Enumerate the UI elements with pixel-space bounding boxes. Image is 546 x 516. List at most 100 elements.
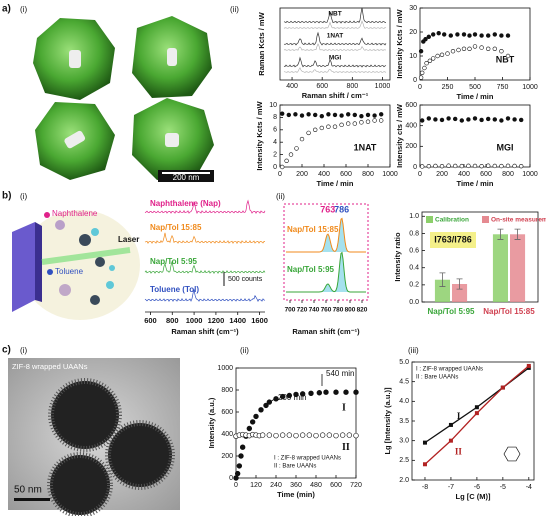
data-point xyxy=(446,116,451,121)
x-tick-label: 740 xyxy=(309,307,320,314)
x-tick-label: 1600 xyxy=(251,316,268,325)
y-tick-label: 10 xyxy=(269,102,277,109)
subpanel-label: (ii) xyxy=(240,346,249,355)
data-point xyxy=(505,116,511,121)
y-tick-label: 0 xyxy=(413,77,417,84)
x-tick-label: 250 xyxy=(442,84,454,91)
y-tick-label: 600 xyxy=(221,409,233,416)
data-point xyxy=(286,432,293,438)
data-point xyxy=(500,385,505,390)
data-point xyxy=(299,432,306,438)
data-point xyxy=(446,163,451,168)
bar xyxy=(492,234,508,302)
data-point xyxy=(439,163,445,169)
x-tick-label: 0 xyxy=(234,482,238,489)
data-point xyxy=(448,33,453,38)
data-point xyxy=(466,117,471,122)
data-point xyxy=(448,438,453,443)
x-tick-label: Nap/Tol 5:95 xyxy=(428,307,476,316)
data-point xyxy=(266,432,273,438)
data-point xyxy=(450,48,456,54)
data-point xyxy=(420,118,425,123)
legend-text: Calibration xyxy=(435,217,469,224)
molecule xyxy=(503,446,521,462)
data-point xyxy=(359,113,364,119)
peak-label: 786 xyxy=(334,204,349,214)
data-point xyxy=(431,32,436,37)
data-point xyxy=(333,432,339,439)
data-point xyxy=(486,33,491,38)
spectrum xyxy=(283,20,387,30)
data-point xyxy=(280,164,285,170)
spectrum xyxy=(286,251,366,293)
x-tick-label: 500 xyxy=(469,84,481,91)
data-point xyxy=(472,44,478,49)
data-point xyxy=(436,31,441,36)
data-point xyxy=(293,432,299,439)
data-point xyxy=(435,53,440,59)
data-point xyxy=(306,130,311,136)
data-point xyxy=(433,117,438,122)
subpanel-label: (iii) xyxy=(408,346,419,355)
data-point xyxy=(459,118,464,123)
scheme-label: Toluene xyxy=(55,267,84,276)
data-point xyxy=(339,432,346,438)
x-tick-label: 600 xyxy=(330,482,342,489)
y-axis-label: Intensity ratio xyxy=(393,232,402,282)
x-tick-label: 120 xyxy=(250,482,262,489)
data-point xyxy=(346,112,351,117)
chart-title: NBT xyxy=(496,54,515,64)
data-point xyxy=(418,75,424,80)
data-point xyxy=(420,164,425,169)
data-point xyxy=(461,32,467,37)
x-tick-label: 200 xyxy=(436,171,448,178)
ratio-box xyxy=(430,232,476,248)
data-point xyxy=(280,111,285,116)
x-tick-label: 600 xyxy=(316,83,328,90)
y-tick-label: 8 xyxy=(273,114,277,121)
x-tick-label: -4 xyxy=(526,484,532,491)
scale-label: 500 counts xyxy=(228,276,263,283)
data-point xyxy=(326,124,331,129)
data-point xyxy=(284,158,289,164)
bar xyxy=(510,234,526,302)
subpanel-label: (i) xyxy=(20,192,27,201)
data-point xyxy=(299,391,306,397)
data-point xyxy=(308,390,314,396)
x-axis-label: Time (min) xyxy=(277,490,315,499)
scheme xyxy=(12,210,140,320)
spectrum xyxy=(283,56,387,68)
data-point xyxy=(499,118,504,123)
data-point xyxy=(326,432,333,438)
panel-label: b) xyxy=(2,191,11,202)
data-point xyxy=(286,392,293,399)
data-point xyxy=(365,112,371,118)
legend-text: I : ZIF-8 wrapped UAANs xyxy=(416,367,483,373)
spectrum-label: 1NAT xyxy=(327,33,344,40)
data-point xyxy=(299,113,305,118)
data-point xyxy=(266,399,273,405)
y-tick-label: 0.0 xyxy=(409,299,419,306)
x-tick-label: 800 xyxy=(346,83,358,90)
x-tick-label: 1200 xyxy=(208,316,225,325)
y-axis-label: Lg [Intensity (a.u.)] xyxy=(383,387,392,455)
subpanel-label: (ii) xyxy=(276,192,285,201)
spectrum-label: Nap/Tol 5:95 xyxy=(287,265,335,274)
data-point xyxy=(426,163,431,169)
data-point xyxy=(293,112,298,117)
data-point xyxy=(239,444,246,450)
data-point xyxy=(472,32,478,37)
series-label: II xyxy=(342,442,350,453)
peak-label: 763 xyxy=(320,204,335,214)
data-point xyxy=(439,117,445,123)
data-point xyxy=(486,163,491,168)
data-point xyxy=(433,163,438,169)
y-tick-label: 0 xyxy=(413,164,417,171)
x-tick-label: 1000 xyxy=(522,171,538,178)
data-point xyxy=(279,393,286,400)
data-point xyxy=(492,46,497,51)
x-tick-label: 400 xyxy=(318,171,330,178)
x-tick-label: 1000 xyxy=(382,171,398,178)
y-tick-label: 600 xyxy=(405,102,417,109)
